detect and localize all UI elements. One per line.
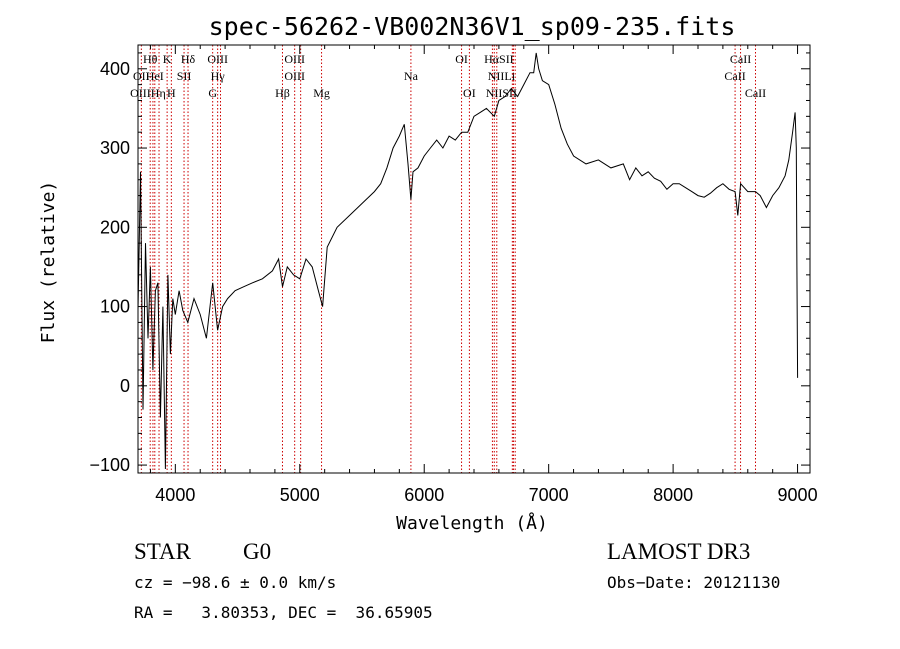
line-label-1-5: Na [404,69,419,83]
line-label-1-1: HeI [146,69,164,83]
x-tick-label-3: 7000 [529,485,569,505]
line-label-2-5: OI [463,86,476,100]
line-label-2-0: OIIIHη [130,86,166,100]
ra-dec-coordinates: RA = 3.80353, DEC = 36.65905 [134,603,433,622]
object-class-label: STAR [134,539,191,564]
line-label-2-7: CaII [745,86,766,100]
x-tick-label-5: 9000 [778,485,818,505]
y-tick-label-2: 100 [100,297,130,317]
redshift-cz: cz = −98.6 ± 0.0 km/s [134,573,337,592]
line-label-0-4: OIII [284,52,305,66]
y-tick-label-1: 0 [120,376,130,396]
x-tick-label-4: 8000 [653,485,693,505]
line-label-2-4: Mg [313,86,330,100]
line-label-0-5: OI [455,52,468,66]
line-label-1-7: CaII [724,69,745,83]
y-tick-label-3: 200 [100,217,130,237]
spectrum-line [137,52,799,470]
plot-frame [137,44,811,474]
x-tick-label-1: 5000 [280,485,320,505]
line-label-1-2: SII [177,69,192,83]
line-label-0-0: Hθ [143,52,158,66]
line-label-1-0: OII [133,69,150,83]
line-label-0-6: HαSII [484,52,514,66]
y-tick-label-0: −100 [89,455,130,475]
line-label-0-7: CaII [730,52,751,66]
line-label-1-3: Hγ [211,69,226,83]
y-axis-ticks: −100 0 100 200 300 400 [89,52,810,475]
x-tick-label-2: 6000 [404,485,444,505]
y-tick-label-4: 300 [100,138,130,158]
line-label-2-6: NIISII [486,86,517,100]
chart-title: spec-56262-VB002N36V1_sp09-235.fits [209,12,736,41]
line-label-0-2: Hδ [181,52,196,66]
x-axis-label: Wavelength (Å) [396,512,548,534]
object-subclass: G0 [243,539,272,564]
line-label-1-4: OIII [284,69,305,83]
line-label-1-6: NIILi [488,69,516,83]
line-label-0-3: OIII [207,52,228,66]
line-label-2-1: H [167,86,176,100]
observation-date: Obs−Date: 20121130 [607,573,781,592]
y-axis-label: Flux (relative) [38,181,59,344]
line-label-2-3: Hβ [275,86,290,100]
line-label-0-1: K [163,52,172,66]
line-label-2-2: G [208,86,217,100]
x-tick-label-0: 4000 [155,485,195,505]
survey-name: LAMOST DR3 [607,539,751,564]
x-axis-ticks: 4000 5000 6000 7000 8000 9000 [149,45,818,505]
spectral-line-markers [140,45,756,473]
y-tick-label-5: 400 [100,59,130,79]
